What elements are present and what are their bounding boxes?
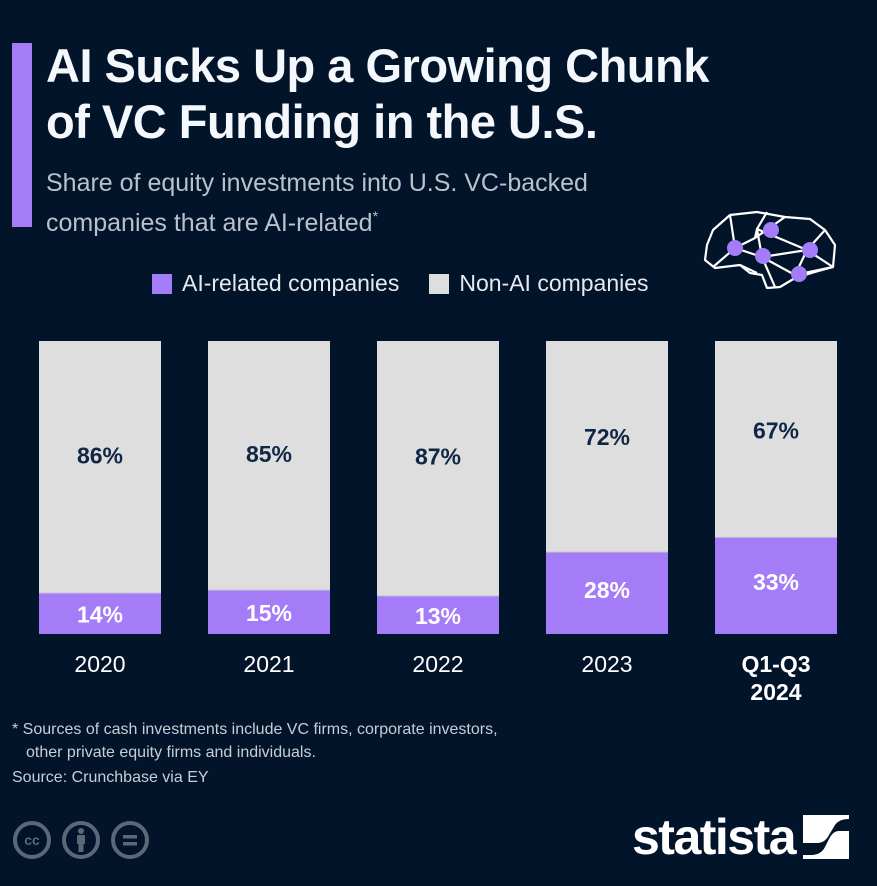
title-line-1: AI Sucks Up a Growing Chunk — [46, 39, 709, 92]
bar-ai — [39, 592, 161, 634]
x-tick-label: 2023 — [581, 651, 632, 677]
data-label-non-ai: 87% — [415, 444, 461, 470]
legend-item-non-ai: Non-AI companies — [429, 270, 649, 297]
statista-wordmark: statista — [632, 809, 797, 865]
title-line-2: of VC Funding in the U.S. — [46, 95, 598, 148]
data-label-non-ai: 86% — [77, 442, 123, 468]
bar-ai — [377, 595, 499, 634]
no-derivatives-icon[interactable] — [110, 820, 150, 860]
footnote-line-2: other private equity firms and individua… — [26, 744, 316, 761]
legend-swatch-non-ai — [429, 273, 450, 294]
data-label-ai: 13% — [415, 603, 461, 629]
subtitle-line-2-text: companies that are AI-related — [46, 209, 373, 237]
chart-title: AI Sucks Up a Growing Chunk of VC Fundin… — [46, 38, 846, 150]
data-label-ai: 33% — [753, 569, 799, 595]
data-label-non-ai: 85% — [246, 441, 292, 467]
subtitle-line-1: Share of equity investments into U.S. VC… — [46, 169, 588, 197]
footnote-marker: * — [372, 208, 379, 224]
legend-swatch-ai — [152, 273, 172, 294]
chart-legend: AI-related companies Non-AI companies — [152, 270, 679, 297]
title-accent-bar — [12, 43, 32, 227]
svg-text:cc: cc — [24, 832, 40, 848]
data-label-non-ai: 72% — [584, 424, 630, 450]
creative-commons-icon[interactable]: cc — [12, 820, 52, 860]
x-tick-label: 2021 — [243, 651, 294, 677]
statista-logo[interactable]: statista — [632, 808, 850, 866]
stacked-bar-chart: 86% 14% 2020 85% 15% 2021 87% 13% 2022 72% 28% 2023… — [39, 341, 837, 705]
source-note: Source: Crunchbase via EY — [12, 769, 209, 786]
data-label-ai: 28% — [584, 577, 630, 603]
x-tick-label: 2024 — [750, 679, 801, 705]
x-tick-label: 2022 — [412, 651, 463, 677]
bar-ai — [715, 537, 837, 634]
bar-ai — [208, 590, 330, 634]
brain-network-icon — [703, 210, 837, 290]
legend-label-non-ai: Non-AI companies — [459, 270, 649, 296]
attribution-icon[interactable] — [61, 820, 101, 860]
bar-non-ai — [546, 341, 668, 552]
subtitle-line-2: companies that are AI-related* — [46, 200, 746, 240]
chart-subtitle: Share of equity investments into U.S. VC… — [46, 167, 746, 240]
footnote-line-1: * Sources of cash investments include VC… — [12, 721, 498, 738]
bar-non-ai — [39, 341, 161, 593]
data-label-ai: 15% — [246, 600, 292, 626]
bar-non-ai — [715, 341, 837, 538]
bar-non-ai — [208, 341, 330, 591]
data-label-non-ai: 67% — [753, 417, 799, 443]
bar-ai — [546, 551, 668, 634]
legend-item-ai: AI-related companies — [152, 270, 399, 297]
legend-label-ai: AI-related companies — [182, 270, 400, 296]
license-icons: cc — [12, 820, 159, 860]
footnote: * Sources of cash investments include VC… — [12, 718, 498, 764]
statista-mark-icon — [803, 815, 850, 859]
data-label-ai: 14% — [77, 601, 123, 627]
x-tick-label: 2020 — [74, 651, 125, 677]
x-tick-label: Q1-Q3 — [741, 651, 810, 677]
bar-non-ai — [377, 341, 499, 596]
